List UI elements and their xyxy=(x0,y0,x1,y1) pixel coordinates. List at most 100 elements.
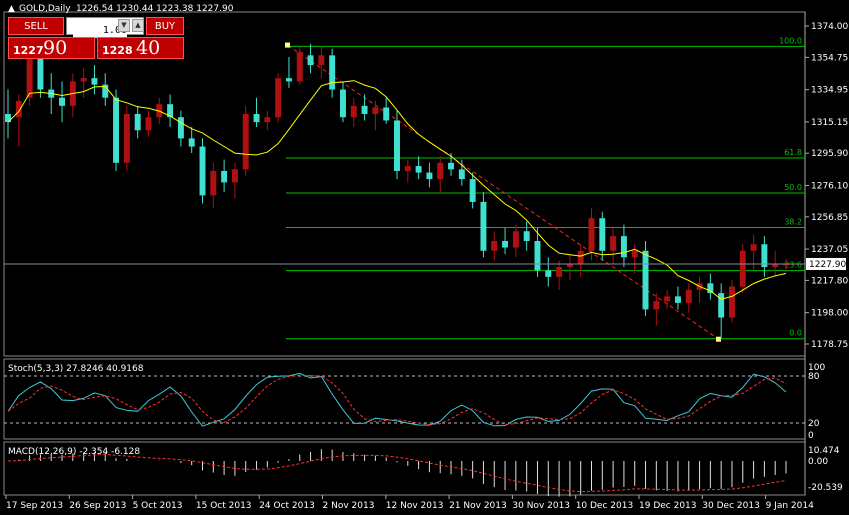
lot-size-input[interactable] xyxy=(73,23,127,38)
candle-body xyxy=(523,231,530,241)
candle-body xyxy=(664,296,671,302)
sell-price-box[interactable]: 1227 90 xyxy=(8,37,95,59)
macd-axis-zero: 0.00 xyxy=(808,457,828,467)
candle-body xyxy=(620,236,627,258)
candle-body xyxy=(448,162,454,170)
trend-line[interactable] xyxy=(285,42,721,342)
stoch-axis-100: 100 xyxy=(808,363,825,373)
candle-body xyxy=(718,293,725,318)
candle-body xyxy=(502,241,509,248)
candle-body xyxy=(231,169,238,183)
price-tick-label: 1315.15 xyxy=(811,118,848,128)
stoch-axis-0: 0 xyxy=(808,431,814,441)
price-tick-label: 1256.85 xyxy=(811,213,848,223)
macd-axis-max: 10.474 xyxy=(808,446,840,456)
date-tick-label: 24 Oct 2013 xyxy=(259,501,315,511)
date-tick-label: 19 Dec 2013 xyxy=(639,501,697,511)
candle-body xyxy=(556,267,563,277)
trend-line-segment[interactable] xyxy=(287,45,719,340)
macd-label: MACD(12,26,9) -2.354 -6.128 xyxy=(8,447,140,457)
date-axis: 17 Sep 2013 26 Sep 2013 5 Oct 2013 15 Oct 2… xyxy=(5,495,814,511)
window-ohlc: 1226.54 1230.44 1223.38 1227.90 xyxy=(76,4,234,14)
candle-body xyxy=(199,146,206,196)
candle-body xyxy=(318,55,325,66)
buy-price-main: 1228 xyxy=(102,44,133,57)
candle-body xyxy=(685,289,692,303)
fib-level-label: 61.8 xyxy=(784,148,802,157)
buy-button[interactable]: BUY xyxy=(146,17,184,35)
candle-body xyxy=(750,244,757,251)
candle-body xyxy=(458,169,465,180)
candle-body xyxy=(394,120,400,171)
main-chart-border xyxy=(3,11,806,357)
candle-body xyxy=(577,250,584,264)
candle-body xyxy=(296,52,303,82)
sell-price-main: 1227 xyxy=(13,44,44,57)
candle-body xyxy=(102,84,109,98)
window-symbol: GOLD,Daily xyxy=(19,4,71,14)
candle-body xyxy=(534,241,541,271)
macd-axis-min: -20.539 xyxy=(808,483,843,493)
fibonacci-retracement[interactable]: 100.0 61.8 50.0 38.2 23.6 0.0 xyxy=(286,36,805,340)
price-tick-label: 1276.10 xyxy=(811,181,848,191)
date-tick-label: 9 Jan 2014 xyxy=(766,501,814,511)
stoch-lines xyxy=(7,372,787,427)
candle-body xyxy=(480,201,487,251)
price-tick-label: 1237.05 xyxy=(811,245,848,255)
candle-body xyxy=(340,89,346,118)
candle-body xyxy=(329,55,336,90)
moving-average xyxy=(7,80,787,300)
candle-body xyxy=(361,105,368,114)
ma-line xyxy=(7,80,787,300)
candle-body xyxy=(783,263,789,266)
candle-body xyxy=(674,296,681,303)
date-tick-label: 15 Oct 2013 xyxy=(196,501,252,511)
sell-price-pips: 90 xyxy=(43,37,68,59)
buy-price-box[interactable]: 1228 40 xyxy=(97,37,184,59)
candle-body xyxy=(426,172,433,180)
candle-body xyxy=(491,241,498,251)
date-tick-label: 5 Oct 2013 xyxy=(133,501,183,511)
candle-body xyxy=(91,78,98,85)
date-tick-label: 21 Nov 2013 xyxy=(449,501,507,511)
candle-body xyxy=(599,218,606,251)
candle-body xyxy=(167,104,174,118)
candle-body xyxy=(307,55,314,66)
candle-body xyxy=(80,78,87,82)
trend-anchor-start[interactable] xyxy=(285,42,290,48)
candle-body xyxy=(285,78,292,82)
candle-body xyxy=(210,170,217,196)
sell-button[interactable]: SELL xyxy=(8,17,64,35)
lot-increase-icon[interactable]: ▲ xyxy=(132,19,144,32)
candle-body xyxy=(5,113,11,123)
candle-body xyxy=(59,97,65,106)
macd-signal-line xyxy=(7,453,787,493)
candle-body xyxy=(631,250,638,258)
date-tick-label: 12 Nov 2013 xyxy=(386,501,444,511)
lot-decrease-icon[interactable]: ▼ xyxy=(118,19,130,32)
stoch-axis-80: 80 xyxy=(808,372,820,382)
candle-body xyxy=(350,105,357,118)
candle-body xyxy=(707,283,714,294)
candle-body xyxy=(113,97,120,163)
candle-body xyxy=(761,244,768,268)
candle-body xyxy=(264,117,271,123)
candle-body xyxy=(15,100,22,118)
fib-level-label: 23.6 xyxy=(784,261,802,270)
price-tick-label: 1334.95 xyxy=(811,86,848,96)
stoch-axis-20: 20 xyxy=(808,419,820,429)
candle-body xyxy=(134,113,141,131)
buy-price-pips: 40 xyxy=(136,37,161,59)
trend-anchor-end[interactable] xyxy=(716,336,721,342)
candle-body xyxy=(729,286,735,318)
price-tick-label: 1295.90 xyxy=(811,149,848,159)
candle-body xyxy=(739,250,746,287)
current-price-box xyxy=(806,257,846,270)
candle-body xyxy=(512,231,519,248)
candle-body xyxy=(437,162,444,180)
current-price-label: 1227.90 xyxy=(809,260,846,270)
fib-level-label: 50.0 xyxy=(784,183,802,192)
candle-body xyxy=(253,113,260,123)
date-tick-label: 30 Dec 2013 xyxy=(702,501,760,511)
